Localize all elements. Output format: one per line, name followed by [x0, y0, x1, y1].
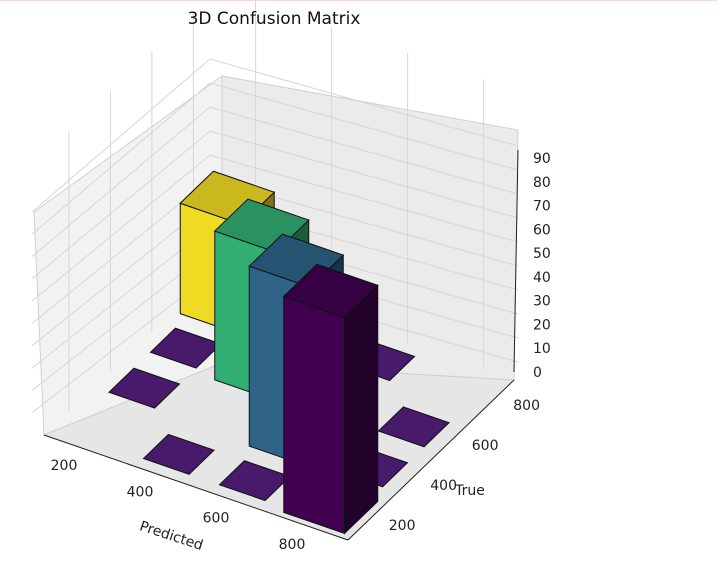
axis-ticks: 200 400 600 800 200 400 600 800 0 10 20 30 40 50 60 70 8… [51, 151, 551, 553]
grid-line [209, 58, 519, 147]
bar-front-face [283, 295, 346, 535]
y-tick-label: 600 [472, 438, 499, 454]
y-axis-line [347, 379, 515, 541]
bar-800-800 [282, 263, 379, 535]
y-tick-label: 800 [513, 398, 540, 414]
top-border-line [0, 0, 717, 1]
x-tick-label: 400 [127, 484, 154, 500]
grid-line [209, 106, 519, 195]
x-axis-label: Predicted [138, 518, 205, 554]
grid-line [31, 130, 211, 280]
y-tick-label: 400 [430, 478, 457, 494]
grid-line [31, 154, 211, 302]
grid-line [209, 82, 519, 171]
z-tick-label: 80 [533, 175, 551, 191]
zero-cell-tile [377, 406, 450, 448]
zero-cell-tile [108, 367, 181, 409]
x-tick-label: 800 [279, 537, 306, 553]
z-tick-label: 10 [533, 341, 551, 357]
z-tick-label: 40 [533, 270, 551, 286]
chart-title: 3D Confusion Matrix [188, 9, 361, 29]
y-tick-label: 200 [389, 518, 416, 534]
z-axis-line [513, 149, 519, 373]
grid-line [209, 154, 519, 243]
grid-line [31, 58, 211, 213]
z-tick-label: 90 [533, 151, 551, 167]
x-tick-label: 600 [203, 511, 230, 527]
zero-cell-tile [142, 433, 215, 475]
grid-line [31, 82, 211, 235]
z-tick-label: 70 [533, 199, 551, 215]
z-tick-label: 0 [533, 365, 542, 381]
z-tick-label: 30 [533, 294, 551, 310]
z-tick-label: 60 [533, 222, 551, 238]
bars-3d [179, 170, 379, 535]
grid-line [209, 130, 519, 219]
x-tick-label: 200 [51, 458, 78, 474]
z-tick-label: 20 [533, 317, 551, 333]
y-axis-label: True [454, 483, 485, 499]
bar-side-face [344, 284, 379, 535]
z-tick-label: 50 [533, 246, 551, 262]
grid-line [31, 106, 211, 257]
bar-top-face [282, 263, 379, 318]
x-axis-line [43, 434, 349, 541]
